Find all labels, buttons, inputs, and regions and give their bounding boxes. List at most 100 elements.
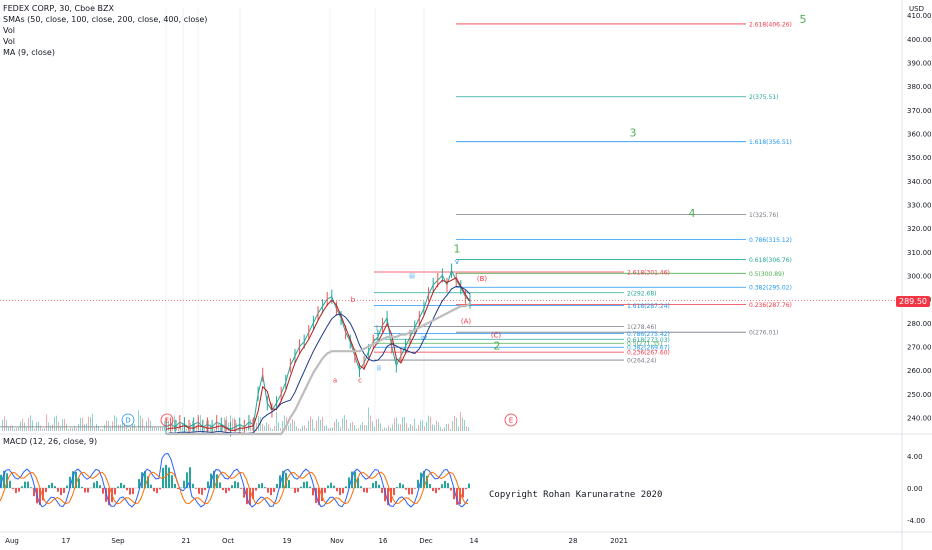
volume-bar (252, 418, 253, 431)
volume-bar (444, 427, 445, 431)
wave-label: 1 (454, 242, 461, 255)
volume-bar (28, 417, 29, 431)
volume-bar (46, 414, 47, 431)
volume-bar (352, 421, 353, 431)
volume-bar (226, 416, 227, 431)
fib-level-label: 0.5(300.89) (749, 271, 784, 278)
volume-bar (322, 416, 323, 431)
wave-label: ii (377, 365, 381, 373)
volume-bar (242, 427, 243, 431)
volume-bar (114, 415, 115, 431)
volume-bar (12, 425, 13, 431)
volume-bar (410, 424, 411, 431)
volume-bar (102, 428, 103, 431)
macd-histogram-bar (75, 471, 77, 488)
volume-bar (414, 418, 415, 431)
volume-bar (408, 427, 409, 431)
macd-histogram-bar (387, 488, 389, 506)
wave-label: iv (421, 334, 427, 342)
volume-bar (2, 419, 3, 431)
volume-bar (340, 427, 341, 431)
legend-smas[interactable]: SMAs (50, close, 100, close, 200, close,… (3, 15, 208, 24)
volume-bar (380, 423, 381, 431)
volume-bar (460, 412, 461, 431)
volume-bar (62, 419, 63, 431)
circled-wave-marker (121, 413, 135, 427)
volume-bar (452, 420, 453, 431)
volume-bar (362, 422, 363, 431)
volume-bar (90, 417, 91, 431)
macd-histogram-bar (129, 488, 131, 495)
volume-bar (218, 424, 219, 431)
volume-bar (458, 426, 459, 431)
fib-level-label: 0.236(267.60) (627, 350, 670, 357)
price-tick-label: 320.00 (907, 225, 932, 233)
volume-bar (318, 416, 319, 431)
macd-histogram-bar (318, 488, 320, 506)
volume-bar (296, 426, 297, 431)
macd-histogram-bar (456, 488, 458, 505)
volume-bar (228, 422, 229, 431)
macd-histogram-bar (78, 478, 80, 488)
fib-level-label: 0.786(315.12) (749, 237, 792, 244)
volume-bar (200, 415, 201, 431)
macd-histogram-bar (303, 481, 305, 488)
volume-bar (80, 417, 81, 431)
macd-histogram-bar (33, 488, 35, 497)
fib-level-label: 1(278.46) (627, 324, 657, 331)
macd-histogram-bar (462, 488, 464, 498)
price-tick-label: 270.00 (907, 343, 932, 351)
volume-bar (174, 415, 175, 431)
volume-bar (222, 424, 223, 431)
volume-bar (246, 428, 247, 431)
volume-bar (342, 418, 343, 431)
volume-bar (320, 419, 321, 431)
wave-label: iii (409, 272, 415, 280)
macd-histogram-bar (171, 475, 173, 488)
volume-bar (278, 422, 279, 431)
macd-histogram-bar (159, 488, 161, 490)
volume-bar (328, 428, 329, 431)
macd-histogram-bar (189, 467, 191, 488)
macd-histogram-bar (279, 475, 281, 488)
macd-histogram-bar (60, 488, 62, 496)
volume-bar (260, 416, 261, 431)
volume-bar (266, 422, 267, 431)
macd-histogram-bar (186, 472, 188, 488)
time-tick-label: 21 (182, 537, 191, 545)
volume-bar (116, 416, 117, 431)
macd-histogram-bar (15, 488, 17, 494)
volume-bar (68, 428, 69, 431)
volume-bar (130, 427, 131, 431)
price-tick-label: 240.00 (907, 414, 932, 422)
macd-histogram-bar (261, 483, 263, 488)
macd-histogram-bar (399, 482, 401, 488)
macd-histogram-bar (198, 488, 200, 494)
macd-histogram-bar (255, 488, 257, 491)
macd-histogram-bar (249, 488, 251, 505)
macd-histogram-bar (204, 488, 206, 491)
volume-bar (106, 420, 107, 431)
wave-label: 5 (800, 13, 807, 26)
volume-bar (336, 418, 337, 431)
legend-vol-2[interactable]: Vol (3, 37, 15, 46)
circled-wave-label: E (509, 417, 513, 425)
macd-histogram-bar (81, 486, 83, 488)
price-tick-label: 260.00 (907, 367, 932, 375)
macd-histogram-bar (222, 488, 224, 491)
macd-histogram-bar (27, 481, 29, 488)
volume-bar (386, 428, 387, 431)
legend-ma[interactable]: MA (9, close) (3, 48, 55, 57)
volume-bar (438, 422, 439, 431)
macd-histogram-bar (336, 488, 338, 492)
volume-bar (420, 420, 421, 431)
volume-bar (236, 423, 237, 431)
wave-label: (B) (477, 275, 488, 283)
volume-bar (350, 422, 351, 431)
macd-histogram-bar (393, 488, 395, 496)
legend-vol-1[interactable]: Vol (3, 26, 15, 35)
macd-histogram-bar (21, 486, 23, 488)
macd-legend[interactable]: MACD (12, 26, close, 9) (3, 437, 98, 446)
time-tick-label: 28 (569, 537, 578, 545)
wave-label: (C) (491, 332, 502, 340)
